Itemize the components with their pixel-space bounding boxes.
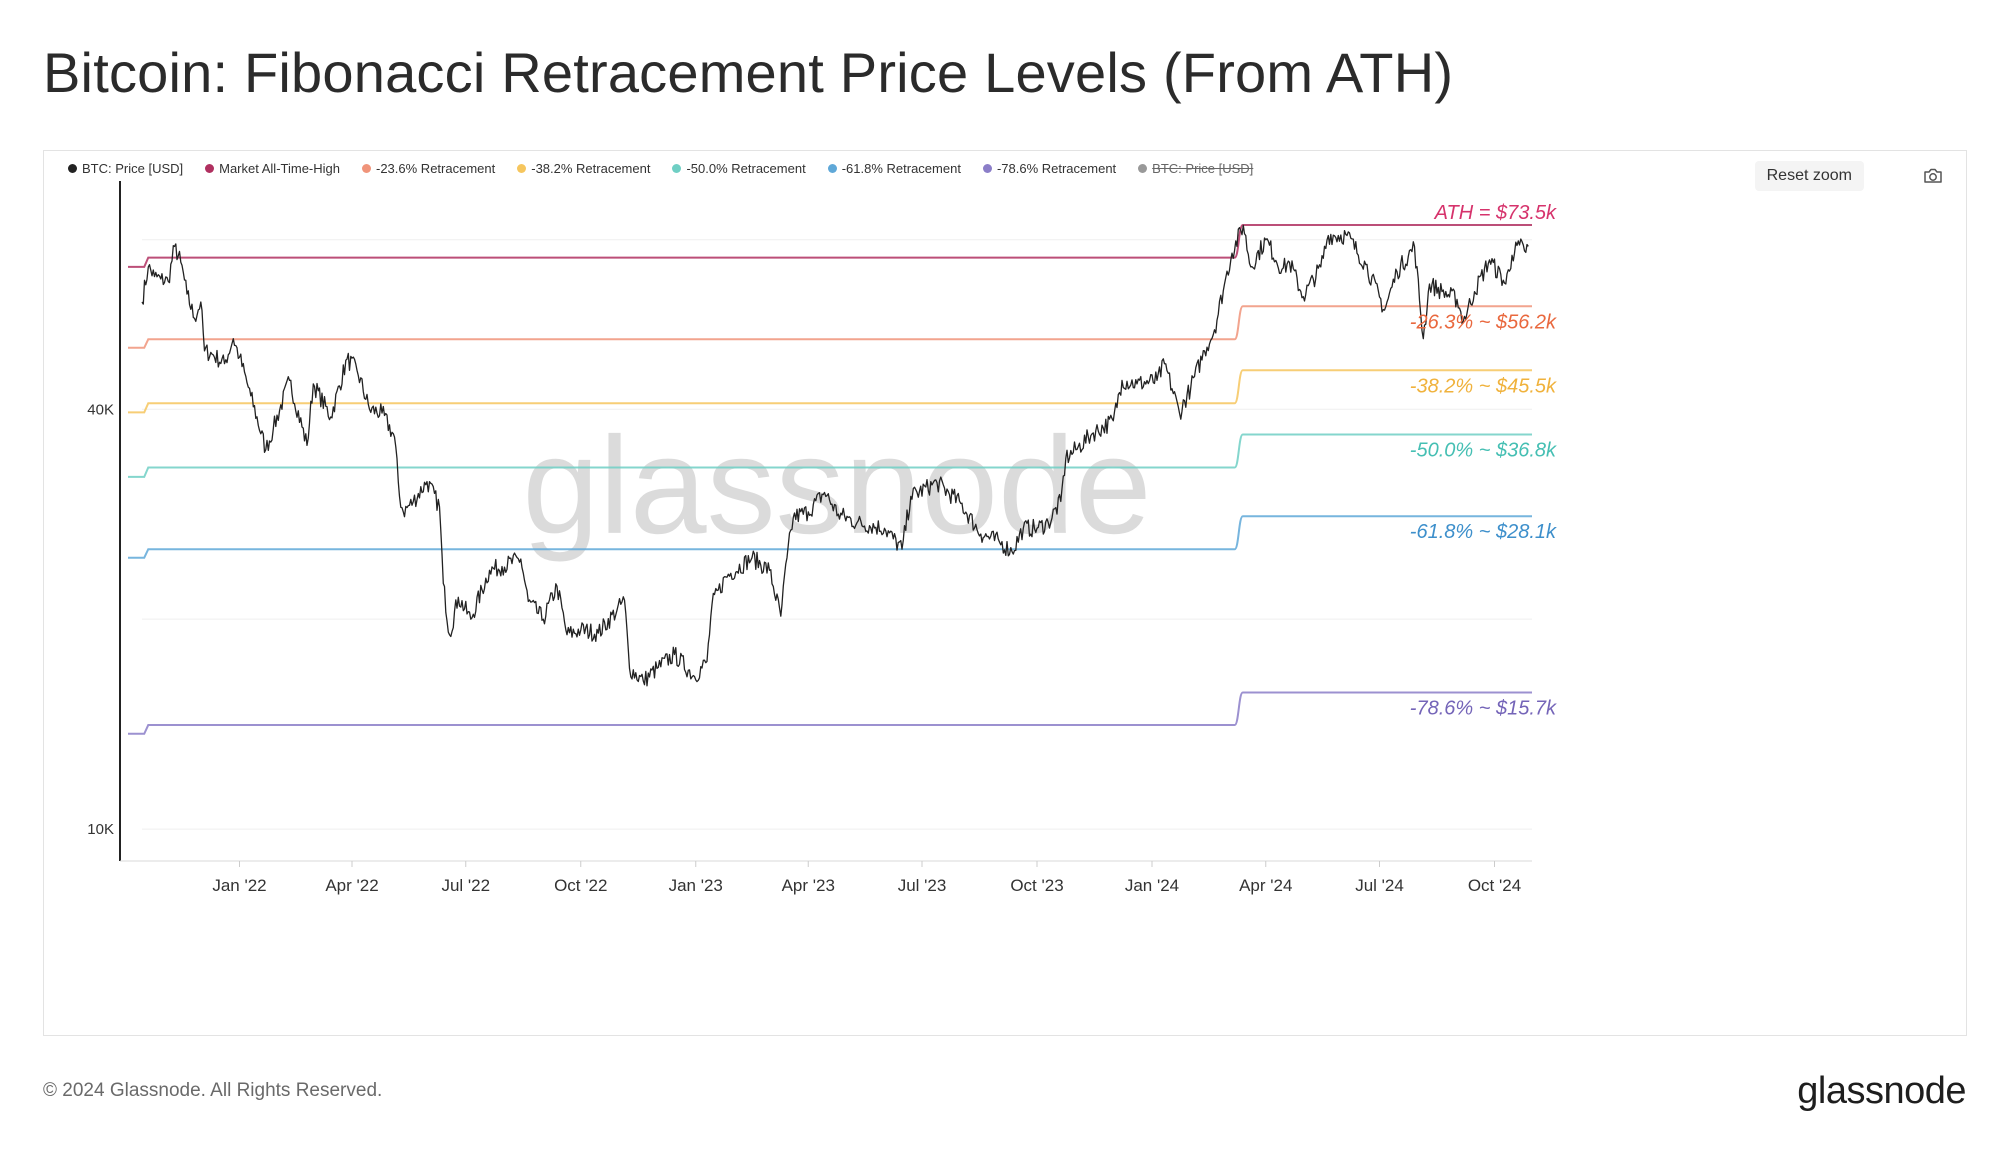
- level-line: [128, 305, 1532, 349]
- level-line: [128, 433, 1532, 478]
- legend-item[interactable]: -78.6% Retracement: [982, 161, 1117, 176]
- legend-item[interactable]: -23.6% Retracement: [362, 161, 495, 176]
- camera-icon[interactable]: [1918, 163, 1948, 189]
- chart-plot[interactable]: glassnode 40K 10K Jan '22 Apr '22 Jul '22 Oct …: [44, 151, 1966, 1035]
- level-line: [128, 224, 1532, 268]
- legend-label: -78.6% Retracement: [996, 161, 1117, 176]
- level-line: [128, 691, 1532, 735]
- page-title: Bitcoin: Fibonacci Retracement Price Lev…: [43, 41, 1454, 104]
- price-line: [141, 224, 1529, 687]
- legend-dot: [672, 164, 682, 173]
- x-tick-label: Oct '24: [1468, 876, 1521, 895]
- legend-dot: [517, 164, 527, 173]
- y-tick-label: 10K: [87, 821, 114, 838]
- legend-dot: [68, 164, 77, 173]
- x-tick-label: Jan '23: [669, 876, 723, 895]
- chart-card: glassnode 40K 10K Jan '22 Apr '22 Jul '22 Oct …: [43, 150, 1967, 1036]
- x-tick-label: Jan '24: [1125, 876, 1179, 895]
- glassnode-logo[interactable]: glassnode: [1797, 1070, 1966, 1112]
- x-tick-label: Oct '22: [554, 876, 607, 895]
- level-line: [128, 515, 1532, 559]
- level-line: [128, 369, 1532, 414]
- legend-dot: [1138, 164, 1148, 173]
- legend-item[interactable]: BTC: Price [USD]: [1138, 161, 1253, 176]
- x-tick-label: Jul '24: [1355, 876, 1404, 895]
- x-tick-label: Apr '23: [782, 876, 835, 895]
- x-tick-label: Jan '22: [212, 876, 266, 895]
- legend-label: BTC: Price [USD]: [82, 161, 184, 176]
- legend-label: -50.0% Retracement: [686, 161, 806, 176]
- x-tick-label: Apr '24: [1239, 876, 1292, 895]
- legend-dot: [982, 164, 992, 173]
- x-tick-label: Jul '22: [441, 876, 490, 895]
- level-annotation: -78.6% ~ $15.7k: [1410, 697, 1557, 719]
- level-annotation: -50.0% ~ $36.8k: [1410, 440, 1557, 462]
- y-tick-label: 40K: [87, 401, 114, 418]
- chart-legend: BTC: Price [USD] Market All-Time-High -23.…: [68, 161, 1253, 176]
- legend-item[interactable]: Market All-Time-High: [205, 161, 340, 176]
- legend-item[interactable]: -38.2% Retracement: [517, 161, 650, 176]
- level-annotation: -61.8% ~ $28.1k: [1410, 521, 1557, 543]
- legend-item[interactable]: BTC: Price [USD]: [68, 161, 183, 176]
- x-tick-label: Apr '22: [325, 876, 378, 895]
- legend-item[interactable]: -50.0% Retracement: [672, 161, 806, 176]
- legend-label: BTC: Price [USD]: [1152, 161, 1254, 176]
- level-annotation: ATH = $73.5k: [1434, 202, 1557, 224]
- x-tick-label: Jul '23: [898, 876, 947, 895]
- legend-label: Market All-Time-High: [219, 161, 340, 176]
- legend-label: -61.8% Retracement: [841, 161, 961, 176]
- level-annotation: -38.2% ~ $45.5k: [1410, 375, 1557, 397]
- watermark-text: glassnode: [522, 409, 1151, 563]
- x-tick-label: Oct '23: [1010, 876, 1063, 895]
- legend-item[interactable]: -61.8% Retracement: [827, 161, 961, 176]
- footer-copyright: © 2024 Glassnode. All Rights Reserved.: [43, 1080, 383, 1101]
- legend-label: -38.2% Retracement: [531, 161, 651, 176]
- legend-dot: [205, 164, 215, 173]
- level-annotation: -26.3% ~ $56.2k: [1410, 311, 1557, 333]
- legend-label: -23.6% Retracement: [376, 161, 496, 176]
- legend-dot: [362, 164, 371, 173]
- reset-zoom-button[interactable]: Reset zoom: [1754, 161, 1864, 191]
- legend-dot: [827, 164, 837, 173]
